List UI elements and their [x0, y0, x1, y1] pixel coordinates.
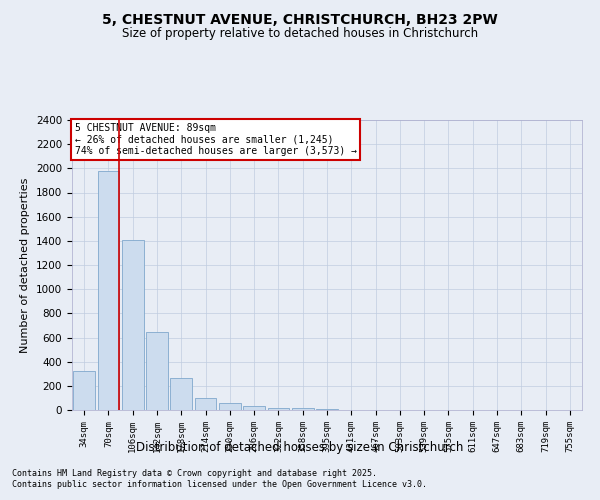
Bar [219, 404, 241, 410]
Text: Contains public sector information licensed under the Open Government Licence v3: Contains public sector information licen… [12, 480, 427, 489]
Bar [243, 406, 265, 410]
Bar [146, 332, 168, 410]
Bar [122, 240, 143, 410]
Text: Contains HM Land Registry data © Crown copyright and database right 2025.: Contains HM Land Registry data © Crown c… [12, 468, 377, 477]
Bar [97, 171, 119, 410]
Bar [170, 378, 192, 410]
Text: Distribution of detached houses by size in Christchurch: Distribution of detached houses by size … [136, 441, 464, 454]
Bar [292, 408, 314, 410]
Text: 5, CHESTNUT AVENUE, CHRISTCHURCH, BH23 2PW: 5, CHESTNUT AVENUE, CHRISTCHURCH, BH23 2… [102, 12, 498, 26]
Text: Size of property relative to detached houses in Christchurch: Size of property relative to detached ho… [122, 28, 478, 40]
Y-axis label: Number of detached properties: Number of detached properties [20, 178, 31, 352]
Bar [268, 408, 289, 410]
Text: 5 CHESTNUT AVENUE: 89sqm
← 26% of detached houses are smaller (1,245)
74% of sem: 5 CHESTNUT AVENUE: 89sqm ← 26% of detach… [74, 123, 356, 156]
Bar [194, 398, 217, 410]
Bar [73, 372, 95, 410]
